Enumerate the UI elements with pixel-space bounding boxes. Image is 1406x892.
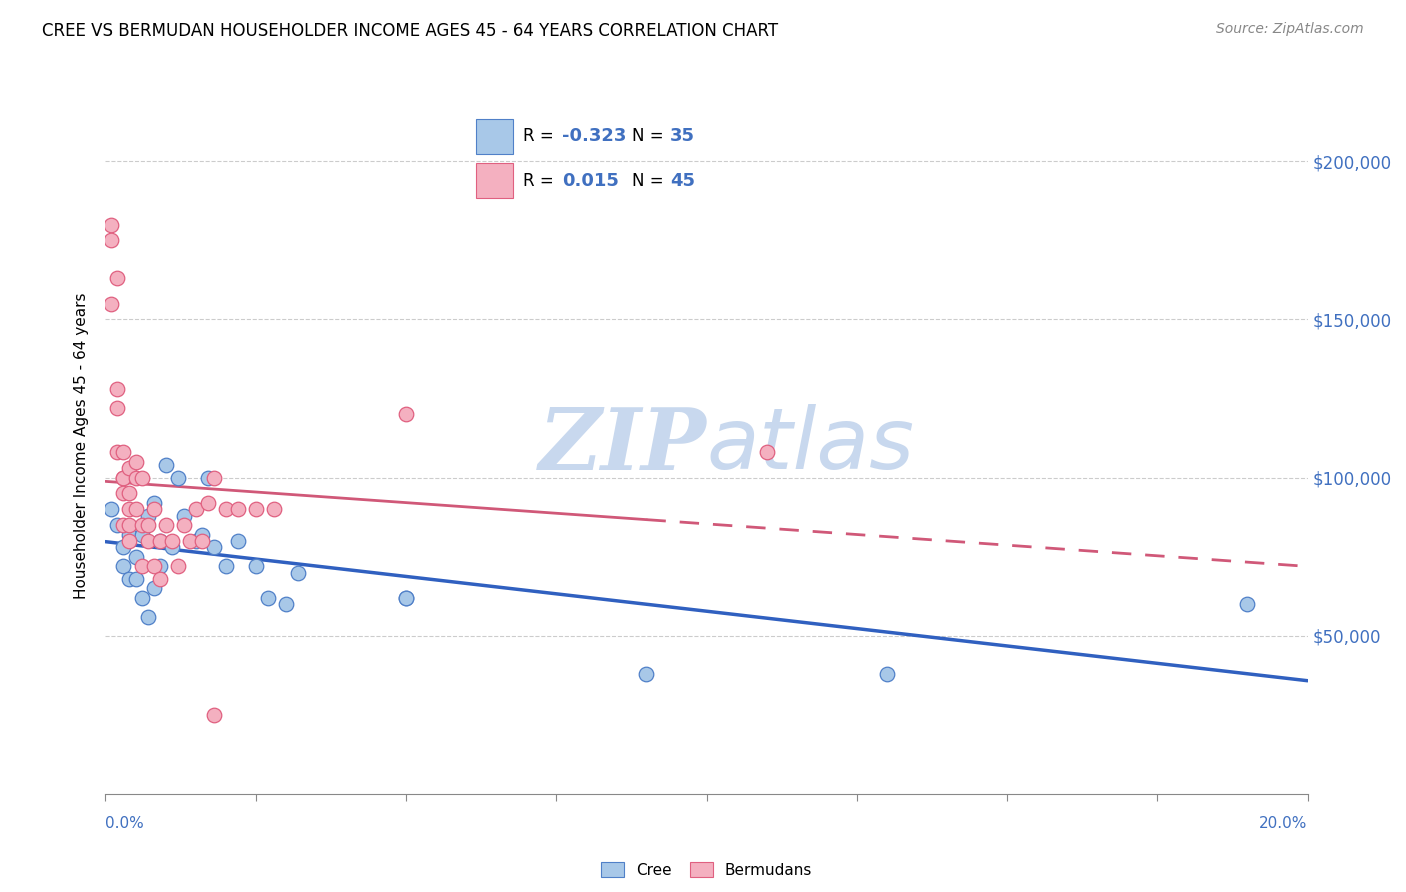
Point	[155, 458, 177, 472]
Point	[263, 502, 285, 516]
Point	[876, 666, 898, 681]
Point	[245, 502, 267, 516]
Point	[245, 559, 267, 574]
Point	[136, 508, 159, 523]
Text: -0.323: -0.323	[562, 128, 626, 145]
Text: 45: 45	[671, 171, 696, 190]
Point	[124, 549, 146, 564]
Point	[160, 533, 183, 548]
Point	[160, 540, 183, 554]
Text: N =: N =	[631, 128, 668, 145]
Point	[136, 518, 159, 533]
Point	[287, 566, 309, 580]
Point	[131, 527, 153, 541]
Point	[148, 533, 170, 548]
Text: Source: ZipAtlas.com: Source: ZipAtlas.com	[1216, 22, 1364, 37]
Text: R =: R =	[523, 128, 560, 145]
Text: CREE VS BERMUDAN HOUSEHOLDER INCOME AGES 45 - 64 YEARS CORRELATION CHART: CREE VS BERMUDAN HOUSEHOLDER INCOME AGES…	[42, 22, 779, 40]
Point	[173, 508, 195, 523]
Text: N =: N =	[631, 171, 668, 190]
Point	[118, 502, 141, 516]
Point	[142, 582, 165, 596]
Point	[214, 502, 236, 516]
Legend: Cree, Bermudans: Cree, Bermudans	[595, 855, 818, 884]
Point	[118, 486, 141, 500]
Point	[118, 527, 141, 541]
Point	[190, 533, 212, 548]
Point	[124, 470, 146, 484]
Point	[107, 271, 129, 285]
Point	[202, 470, 225, 484]
Point	[148, 572, 170, 586]
Point	[202, 540, 225, 554]
Point	[197, 496, 219, 510]
Point	[197, 470, 219, 484]
Point	[118, 533, 141, 548]
Point	[148, 533, 170, 548]
Point	[124, 502, 146, 516]
Point	[184, 533, 207, 548]
Point	[112, 470, 135, 484]
Point	[395, 591, 418, 605]
Text: 0.015: 0.015	[562, 171, 619, 190]
Point	[190, 527, 212, 541]
Point	[100, 218, 122, 232]
Point	[256, 591, 278, 605]
Point	[112, 559, 135, 574]
Point	[112, 470, 135, 484]
Point	[100, 502, 122, 516]
Point	[131, 591, 153, 605]
Text: 0.0%: 0.0%	[105, 816, 145, 831]
Point	[1236, 597, 1258, 611]
Y-axis label: Householder Income Ages 45 - 64 years: Householder Income Ages 45 - 64 years	[75, 293, 90, 599]
Point	[124, 455, 146, 469]
Point	[112, 540, 135, 554]
Point	[112, 445, 135, 459]
Point	[112, 486, 135, 500]
Point	[166, 559, 188, 574]
Point	[131, 470, 153, 484]
Text: atlas: atlas	[707, 404, 914, 488]
Point	[100, 234, 122, 248]
Point	[166, 470, 188, 484]
Text: ZIP: ZIP	[538, 404, 707, 488]
Point	[214, 559, 236, 574]
FancyBboxPatch shape	[477, 162, 513, 198]
Point	[118, 572, 141, 586]
Point	[142, 502, 165, 516]
Point	[148, 559, 170, 574]
Point	[173, 518, 195, 533]
Point	[107, 382, 129, 396]
Point	[100, 296, 122, 310]
Point	[131, 559, 153, 574]
Point	[395, 408, 418, 422]
Point	[755, 445, 778, 459]
Point	[136, 533, 159, 548]
Point	[118, 518, 141, 533]
Point	[636, 666, 658, 681]
Point	[107, 401, 129, 415]
Point	[179, 533, 201, 548]
Point	[395, 591, 418, 605]
Point	[142, 559, 165, 574]
Point	[118, 461, 141, 475]
Point	[155, 518, 177, 533]
Point	[107, 445, 129, 459]
Text: R =: R =	[523, 171, 560, 190]
Point	[142, 496, 165, 510]
Point	[202, 707, 225, 722]
Point	[184, 502, 207, 516]
Text: 20.0%: 20.0%	[1260, 816, 1308, 831]
Point	[136, 609, 159, 624]
Point	[112, 518, 135, 533]
Point	[107, 518, 129, 533]
Point	[226, 502, 249, 516]
Point	[124, 572, 146, 586]
Point	[274, 597, 297, 611]
Text: 35: 35	[671, 128, 696, 145]
FancyBboxPatch shape	[477, 119, 513, 154]
Point	[226, 533, 249, 548]
Point	[131, 518, 153, 533]
